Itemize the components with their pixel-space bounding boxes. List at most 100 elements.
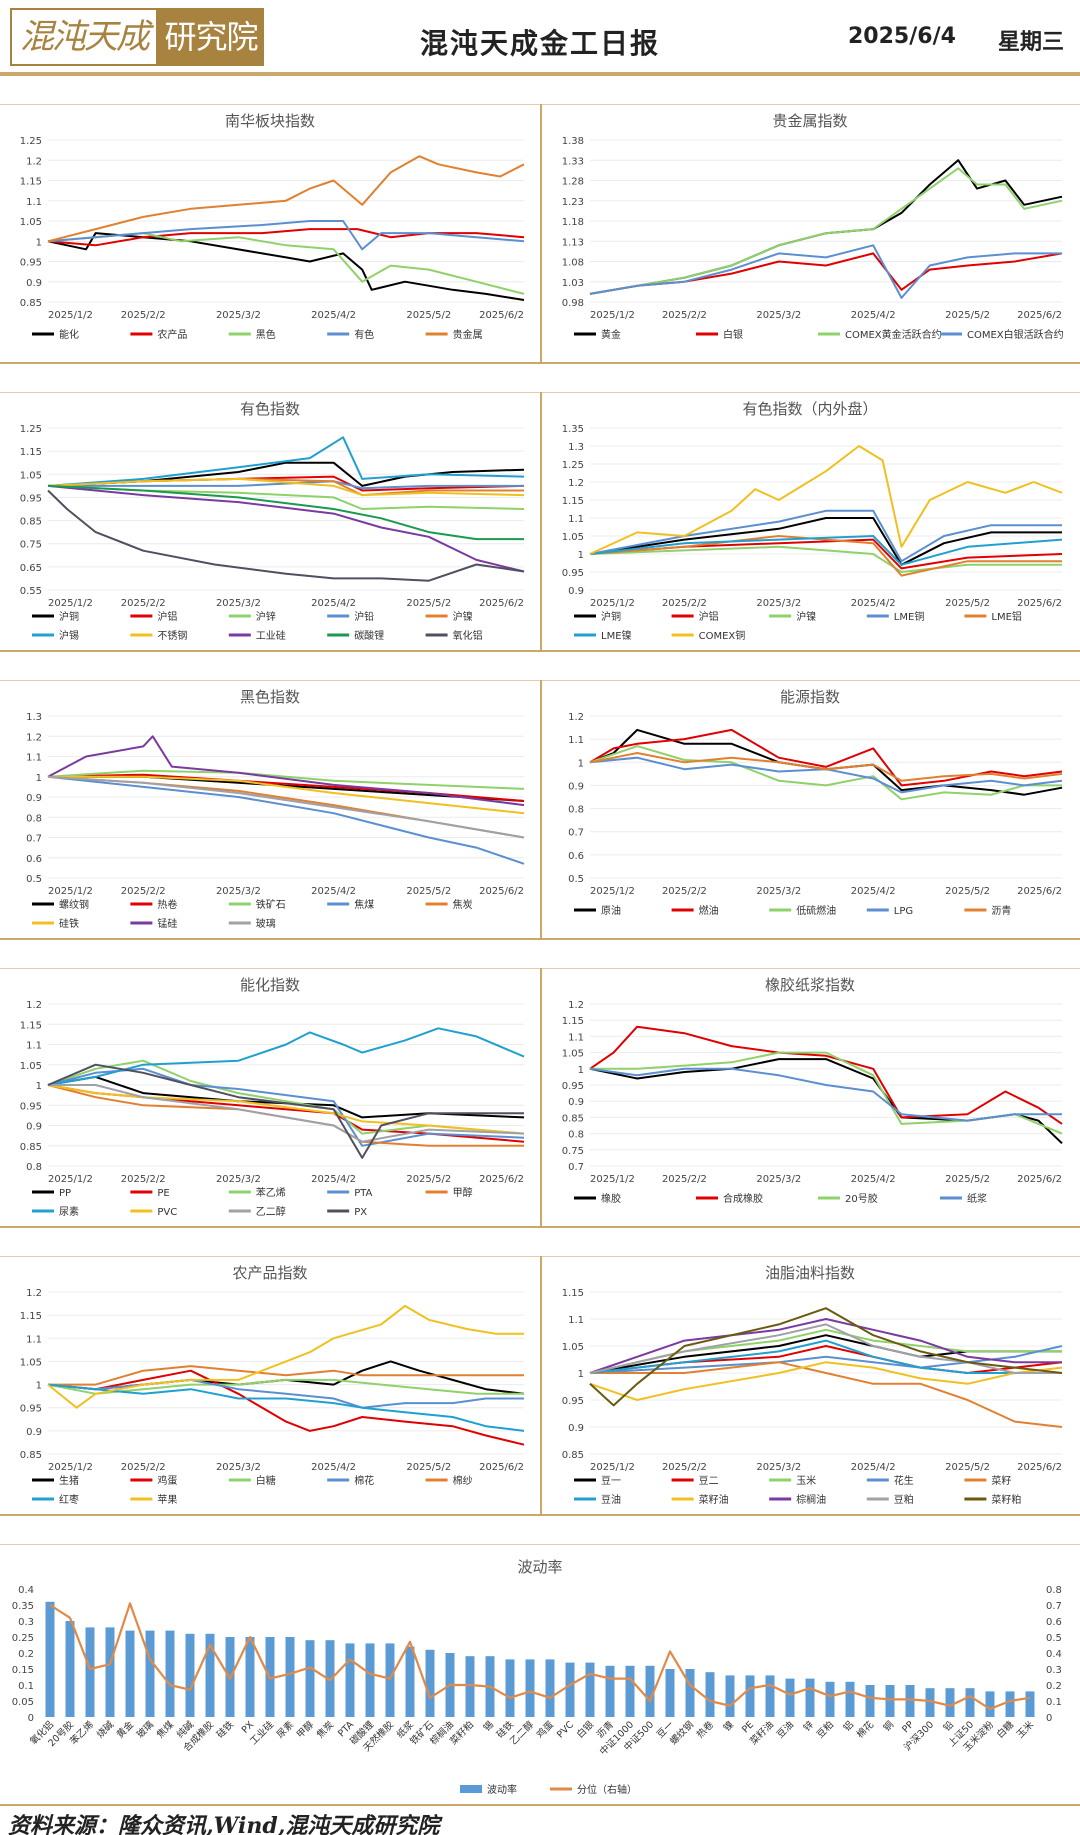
series-line-3 (589, 1067, 1062, 1122)
legend-label: 焦炭 (453, 898, 473, 911)
legend-label: LPG (894, 906, 913, 917)
x-tick-label: 2025/4/2 (851, 1462, 896, 1473)
legend-label: 沪锡 (59, 629, 79, 642)
x-tick-label: 2025/5/2 (945, 310, 990, 321)
volatility-bar (665, 1669, 675, 1717)
x-tick-label: 2025/2/2 (121, 1174, 166, 1185)
x-tick-label: 2025/3/2 (216, 886, 261, 897)
volatility-bar (365, 1643, 375, 1717)
x-tick-label: 2025/1/2 (48, 886, 93, 897)
legend-label: 能化 (59, 328, 79, 341)
y-tick-label: 1 (36, 237, 42, 248)
series-line-5 (47, 1027, 525, 1086)
series-line-2 (589, 167, 1063, 295)
column-divider (540, 392, 542, 652)
x-tick-label: 甲醇 (294, 1718, 316, 1740)
x-tick-label: 2025/6/2 (1017, 310, 1062, 321)
volatility-bar (545, 1659, 555, 1717)
x-tick-label: 鸡蛋 (534, 1718, 556, 1740)
legend-label: 不锈钢 (157, 629, 187, 642)
legend-label: 农产品 (157, 328, 187, 341)
y-tick-label-right: 0.8 (1046, 1585, 1062, 1596)
y-tick-label: 1.15 (20, 447, 42, 458)
x-tick-label: 硅铁 (214, 1718, 236, 1740)
x-tick-label: 2025/5/2 (406, 1462, 451, 1473)
series-line-7 (47, 484, 525, 573)
series-line-4 (589, 535, 1062, 577)
series-line-4 (589, 752, 1063, 782)
chart-title: 贵金属指数 (772, 112, 847, 130)
chart-panel-chemical: 能化指数 0.8 0.85 0.9 0.95 1 1.05 1.1 1.15 1.2 2025/1/… (4, 970, 536, 1224)
volatility-bar-chart: 波动率 0 0 0.05 0.1 0.1 0.2 0.15 0.3 0.2 0.4 0.25 0.5 0.… (12, 1558, 1062, 1796)
series-line-6 (47, 1304, 524, 1409)
legend-label: 菜籽油 (699, 1493, 729, 1506)
volatility-bar (205, 1633, 215, 1717)
volatility-bar (685, 1669, 695, 1717)
x-tick-label: 2025/3/2 (216, 1174, 261, 1185)
x-tick-label: 2025/6/2 (1017, 598, 1062, 609)
series-line-2 (47, 1378, 524, 1395)
series-line-0 (589, 517, 1062, 566)
line-chart: 能源指数 0.5 0.6 0.7 0.8 0.9 1 1.1 1.2 2025/1/2 2025/2… (568, 688, 1063, 917)
x-tick-label: 2025/6/2 (479, 310, 524, 321)
legend-label: 豆粕 (894, 1493, 914, 1506)
y-tick-label: 1 (36, 1081, 42, 1092)
series-line-3 (47, 775, 525, 865)
x-tick-label: 黄金 (114, 1718, 136, 1740)
series-line-8 (47, 1063, 524, 1159)
chart-title: 有色指数 (240, 400, 300, 418)
volatility-bar (185, 1633, 195, 1717)
series-line-3 (47, 1067, 525, 1147)
x-tick-label: 2025/2/2 (121, 598, 166, 609)
x-tick-label: 2025/6/2 (479, 886, 524, 897)
legend-label: 沥青 (991, 904, 1011, 917)
legend-label: 棉纱 (453, 1474, 473, 1487)
volatility-bar (725, 1675, 735, 1717)
x-tick-label: 2025/5/2 (406, 310, 451, 321)
series-line-5 (47, 436, 525, 487)
logo: 混沌天成 研究院 (10, 8, 264, 66)
series-line-6 (47, 477, 525, 497)
x-tick-label: 铜 (881, 1719, 896, 1734)
legend-label: 生猪 (59, 1474, 79, 1487)
y-tick-label: 1.1 (568, 735, 584, 746)
x-tick-label: 2025/4/2 (851, 1174, 896, 1185)
legend-label: 螺纹钢 (59, 898, 89, 911)
line-chart: 黑色指数 0.5 0.6 0.7 0.8 0.9 1 1.1 1.2 1.3 2025/1/2 202… (26, 688, 525, 930)
x-tick-label: 2025/1/2 (48, 598, 93, 609)
y-tick-label: 1.2 (568, 712, 584, 723)
legend-label: LME镍 (601, 629, 632, 642)
y-tick-label: 0.5 (26, 874, 42, 885)
x-tick-label: 2025/1/2 (48, 1174, 93, 1185)
x-tick-label: PVC (555, 1719, 576, 1740)
series-line-3 (589, 1345, 1063, 1374)
legend-label: 沪铜 (59, 610, 79, 623)
data-source-note: 资料来源：隆众资讯,Wind,混沌天成研究院 (8, 1813, 440, 1835)
x-tick-label: 2025/1/2 (48, 1462, 93, 1473)
y-tick-label: 1.05 (20, 217, 42, 228)
x-tick-label: 2025/6/2 (1017, 1174, 1062, 1185)
y-tick-label: 0.9 (26, 278, 42, 289)
x-tick-label: 白银 (574, 1718, 596, 1740)
x-tick-label: 2025/2/2 (121, 886, 166, 897)
volatility-bar (865, 1685, 875, 1717)
volatility-bar (565, 1662, 575, 1717)
y-tick-label: 1.15 (20, 177, 42, 188)
y-tick-label: 0.98 (562, 298, 584, 309)
legend-label: 白糖 (256, 1474, 276, 1487)
series-line-1 (589, 1025, 1063, 1125)
series-line-3 (47, 220, 525, 251)
legend-label: 豆二 (699, 1475, 719, 1487)
report-weekday: 星期三 (998, 29, 1065, 55)
y-tick-label-left: 0 (28, 1713, 34, 1724)
y-tick-label: 1 (578, 758, 584, 769)
series-line-3 (589, 244, 1062, 299)
y-tick-label: 0.95 (562, 568, 584, 579)
y-tick-label-right: 0.5 (1046, 1633, 1062, 1644)
legend-label: 分位（右轴） (577, 1783, 637, 1796)
y-tick-label: 0.95 (562, 1396, 584, 1407)
y-tick-label: 1.25 (562, 460, 584, 471)
legend-label: 白银 (723, 328, 743, 341)
legend-swatch (460, 1785, 482, 1793)
volatility-bar (585, 1662, 595, 1717)
